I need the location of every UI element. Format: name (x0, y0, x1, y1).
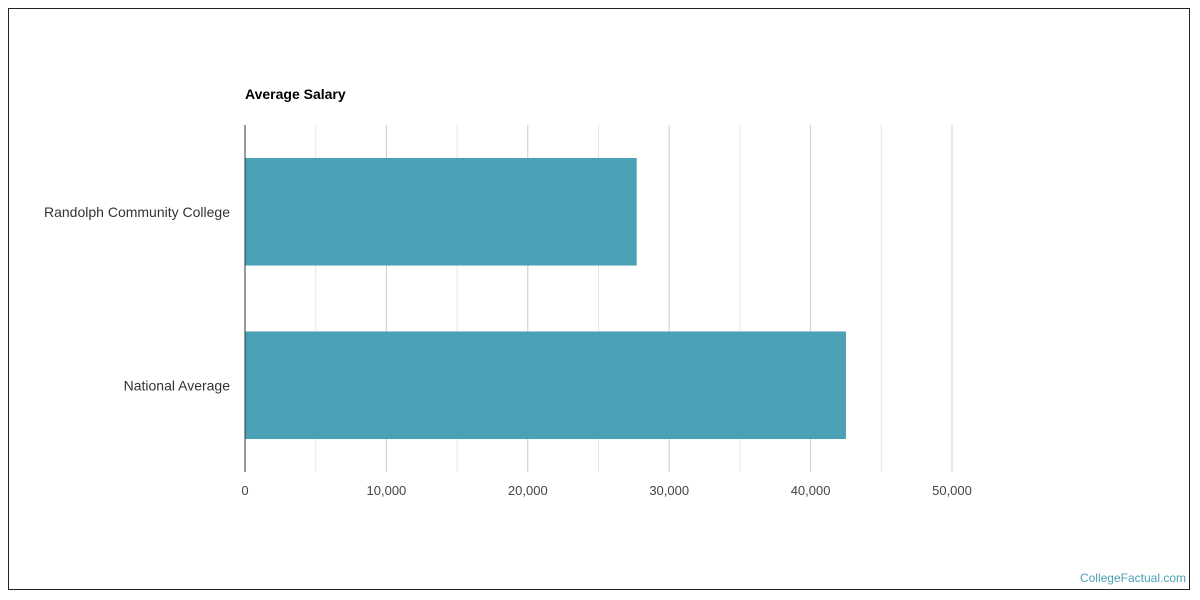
bar-0[interactable] (245, 157, 637, 266)
category-label-1: National Average (124, 377, 231, 393)
bars (245, 157, 846, 440)
chart-title: Average Salary (245, 86, 346, 102)
x-tick-label-5: 50,000 (932, 483, 972, 498)
category-label-0: Randolph Community College (44, 204, 230, 220)
x-tick-label-3: 30,000 (649, 483, 689, 498)
category-labels: Randolph Community College National Avera… (44, 204, 230, 394)
bar-1[interactable] (245, 331, 846, 440)
tick-labels: 0 10,000 20,000 30,000 40,000 50,000 (241, 483, 972, 498)
x-tick-label-2: 20,000 (508, 483, 548, 498)
x-tick-label-0: 0 (241, 483, 248, 498)
watermark-link[interactable]: CollegeFactual.com (1079, 571, 1186, 585)
x-tick-label-4: 40,000 (791, 483, 831, 498)
x-tick-label-1: 10,000 (367, 483, 407, 498)
